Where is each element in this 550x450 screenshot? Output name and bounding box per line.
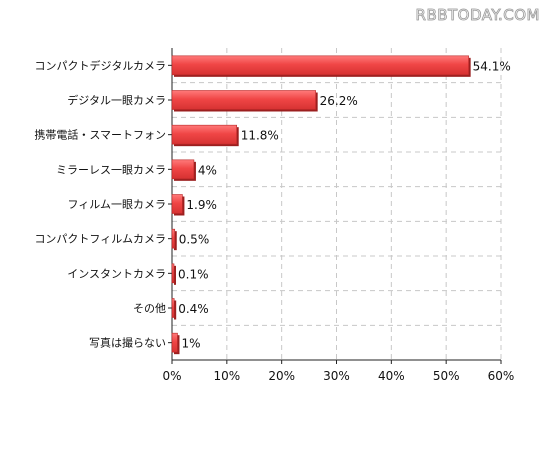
x-tick-label: 40% xyxy=(378,369,405,383)
bar xyxy=(171,55,469,76)
bar xyxy=(171,298,175,318)
bar xyxy=(171,124,238,145)
data-label: 0.1% xyxy=(178,267,209,281)
data-label: 1% xyxy=(181,337,200,351)
data-label: 0.5% xyxy=(179,233,210,247)
bar-shadow xyxy=(174,265,176,285)
bar xyxy=(171,228,176,249)
x-tick-label: 0% xyxy=(162,369,181,383)
category-label: その他 xyxy=(133,302,166,315)
x-tick-label: 10% xyxy=(213,369,240,383)
category-label: インスタントカメラ xyxy=(67,267,166,280)
x-tick-label: 20% xyxy=(268,369,295,383)
bar-shadow xyxy=(174,231,177,251)
category-label: コンパクトフィルムカメラ xyxy=(34,233,166,246)
category-label: 写真は撮らない xyxy=(89,336,166,350)
watermark: RBBTODAY.COM xyxy=(415,6,540,25)
data-label: 4% xyxy=(198,163,217,177)
category-label: ミラーレス一眼カメラ xyxy=(56,163,166,176)
bars xyxy=(171,55,471,355)
bar xyxy=(171,263,175,284)
bar-shadow xyxy=(174,300,177,320)
x-tick-label: 30% xyxy=(323,369,350,383)
data-label: 11.8% xyxy=(241,129,279,143)
category-label: 携帯電話・スマートフォン xyxy=(34,128,166,142)
data-label: 54.1% xyxy=(473,59,511,73)
data-label: 1.9% xyxy=(186,198,217,212)
x-tick-label: 50% xyxy=(433,369,460,383)
category-label: コンパクトデジタルカメラ xyxy=(35,58,166,72)
bar xyxy=(171,159,195,180)
labels: 0% 10% 20% 30% 40% 50% 60% コンパクトデジタルカメラ 54.1% デジタ… xyxy=(34,58,514,383)
bar xyxy=(171,90,316,110)
bar xyxy=(171,332,178,353)
category-label: フィルム一眼カメラ xyxy=(67,198,166,211)
data-label: 0.4% xyxy=(178,302,209,316)
bar xyxy=(171,194,183,214)
data-label: 26.2% xyxy=(320,94,358,108)
x-tick-label: 60% xyxy=(488,369,515,383)
category-label: デジタル一眼カメラ xyxy=(67,93,166,107)
